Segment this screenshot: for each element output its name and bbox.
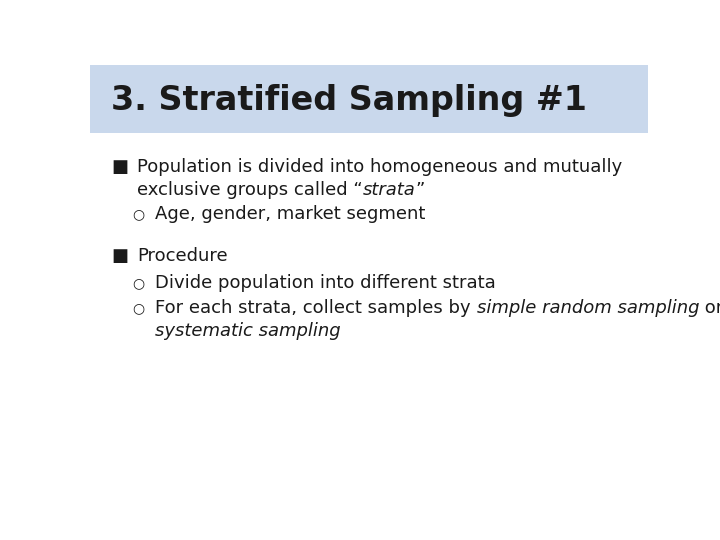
Text: ■: ■ xyxy=(111,247,128,265)
Text: Divide population into different strata: Divide population into different strata xyxy=(156,274,496,292)
Text: strata: strata xyxy=(363,180,416,199)
Bar xyxy=(90,65,648,133)
Text: ○: ○ xyxy=(132,301,144,315)
Text: Population is divided into homogeneous and mutually: Population is divided into homogeneous a… xyxy=(138,158,623,176)
Text: ■: ■ xyxy=(111,158,128,176)
Text: simple random sampling: simple random sampling xyxy=(477,299,699,317)
Text: ○: ○ xyxy=(132,207,144,221)
Text: Procedure: Procedure xyxy=(138,247,228,265)
Text: ”: ” xyxy=(416,180,426,199)
Text: ○: ○ xyxy=(132,276,144,290)
Text: exclusive groups called “: exclusive groups called “ xyxy=(138,180,363,199)
Text: 3. Stratified Sampling #1: 3. Stratified Sampling #1 xyxy=(111,84,587,118)
Text: or: or xyxy=(699,299,720,317)
Text: systematic sampling: systematic sampling xyxy=(156,322,341,340)
Text: For each strata, collect samples by: For each strata, collect samples by xyxy=(156,299,477,317)
Text: Age, gender, market segment: Age, gender, market segment xyxy=(156,206,426,224)
